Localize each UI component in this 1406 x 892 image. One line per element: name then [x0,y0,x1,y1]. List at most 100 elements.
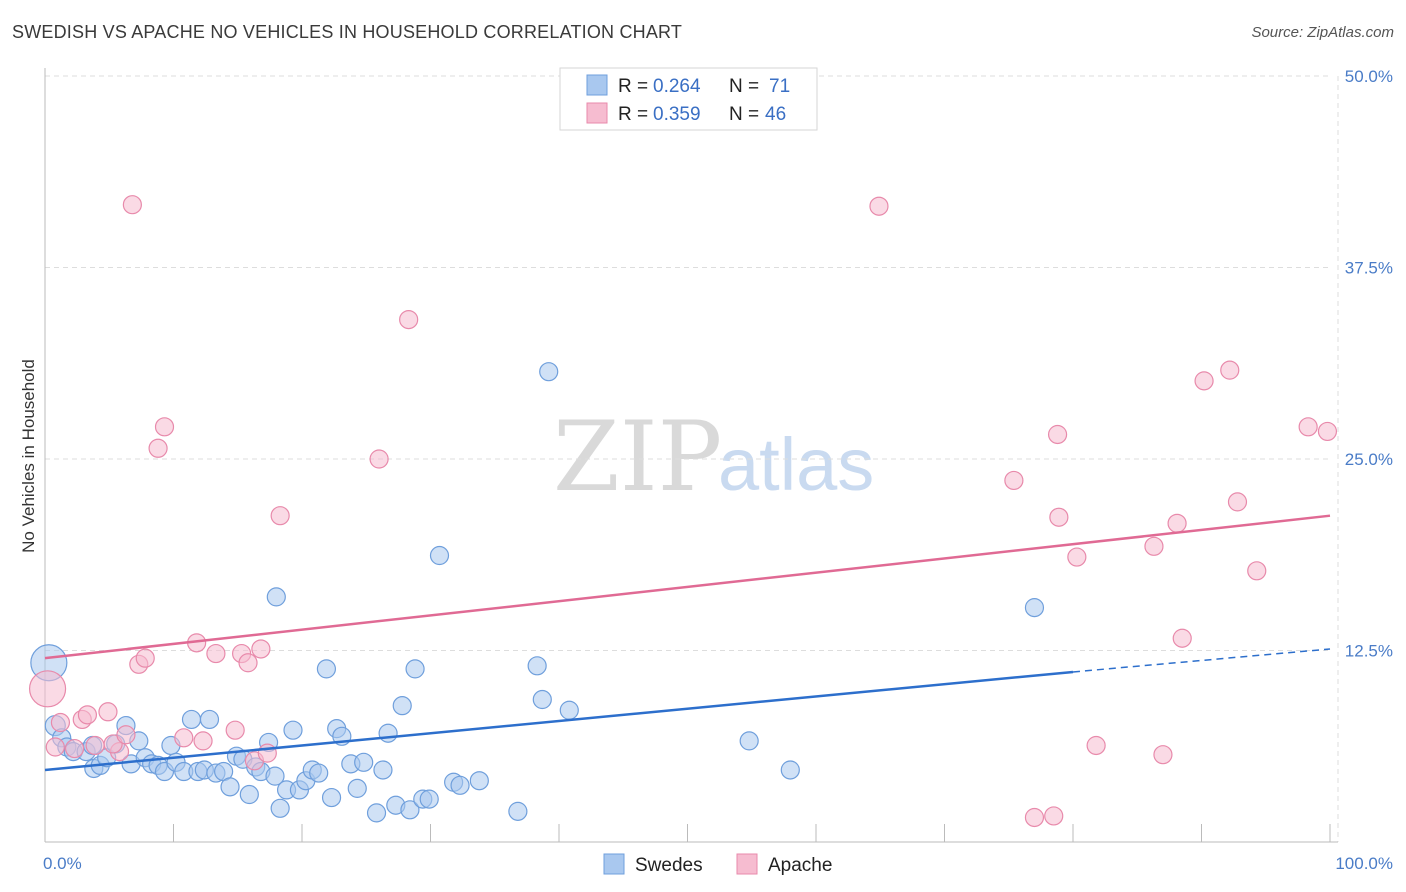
apache-point [270,506,290,526]
swedes-point [378,723,398,743]
bottom-legend-swatch-apache [736,853,758,875]
legend: R = 0.264 N = 71 R = 0.359 N = 46 [559,67,818,131]
apache-point [193,731,213,751]
apache-point [85,735,105,756]
apache-point [369,449,389,469]
swedes-point [270,798,290,818]
swedes-point [450,775,470,795]
apache-point [1049,507,1069,527]
swedes-point [220,777,240,797]
axes [44,68,1338,843]
source-credit: Source: ZipAtlas.com [1251,24,1394,41]
legend-r-value-swedes: 0.264 [653,76,701,97]
bottom-legend-swedes: Swedes [635,855,703,876]
apache-point [1167,513,1187,533]
apache-point [122,195,142,215]
swedes-point [392,696,412,716]
swedes-point [199,709,220,730]
legend-r-value-apache: 0.359 [653,104,701,125]
legend-n-value-swedes: 71 [769,76,790,97]
apache-point [77,705,98,725]
swedes-point [181,709,202,730]
swedes-point [316,659,337,679]
y-tick-label: 50.0% [1345,67,1393,86]
apache-point [154,417,175,437]
swedes-point [780,760,800,780]
swedes-point [527,656,547,676]
apache-points [28,195,1338,828]
apache-point [64,738,85,759]
apache-point [45,737,65,757]
apache-point [1153,745,1173,765]
swedes-point [366,803,387,823]
apache-point [1086,735,1106,756]
swedes-point [309,763,329,783]
apache-point [1298,417,1318,437]
apache-point [869,196,889,216]
apache-point [1047,424,1068,445]
swedes-point [373,760,393,780]
apache-point [1144,536,1164,556]
swedes-point [283,720,303,740]
watermark-zip: ZIP [553,401,722,513]
apache-point [1172,628,1192,648]
swedes-point [739,731,759,751]
bottom-legend: Swedes Apache [603,853,832,876]
apache-point [206,643,226,664]
swedes-point [400,800,420,820]
legend-r-label-swedes: R = [618,76,648,97]
apache-point [174,728,194,748]
apache-point [1317,421,1338,442]
swedes-trend-extension [1072,648,1331,673]
legend-swatch-apache [586,102,608,124]
legend-swatch-swedes [586,74,608,96]
trend-lines [44,514,1331,772]
apache-point [1044,806,1064,826]
chart-title: SWEDISH VS APACHE NO VEHICLES IN HOUSEHO… [12,22,683,42]
swedes-point [508,801,528,821]
swedes-points [30,362,1045,823]
bottom-legend-apache: Apache [768,855,832,876]
y-tick-label: 12.5% [1345,642,1393,661]
swedes-point [532,689,552,710]
swedes-point [405,659,425,679]
apache-point [225,720,245,740]
apache-point [1024,807,1045,828]
bottom-legend-swatch-swedes [603,853,625,875]
swedes-point [469,771,489,791]
swedes-point [1024,598,1045,618]
apache-point [148,438,168,458]
apache-point [257,743,277,763]
legend-n-label-swedes: N = [729,76,759,97]
swedes-point [265,766,285,786]
legend-r-label-apache: R = [618,104,648,125]
x-tick-label: 100.0% [1335,854,1393,873]
apache-point [251,639,271,659]
watermark: ZIP atlas [553,401,874,513]
apache-point [1067,547,1087,567]
tick-labels: 12.5% 25.0% 37.5% 50.0% 0.0% 100.0% [43,67,1393,873]
apache-point [238,653,258,673]
legend-n-value-apache: 46 [765,104,786,125]
apache-point [1220,360,1240,380]
apache-point [1247,561,1267,581]
swedes-point [354,752,374,772]
swedes-point [239,784,259,805]
apache-trend-line [44,514,1331,660]
apache-point [399,309,419,330]
apache-point [28,670,67,708]
swedes-point [539,362,559,382]
apache-point [50,712,71,733]
legend-n-label-apache: N = [729,104,759,125]
swedes-point [559,700,579,720]
x-tick-label: 0.0% [43,854,82,873]
apache-point [135,648,155,668]
swedes-point [419,789,439,809]
apache-point [98,702,118,722]
swedes-point [429,545,450,566]
apache-point [1227,492,1248,512]
apache-point [1004,470,1024,491]
swedes-trend-line [44,670,1074,772]
y-tick-label: 25.0% [1345,450,1393,469]
